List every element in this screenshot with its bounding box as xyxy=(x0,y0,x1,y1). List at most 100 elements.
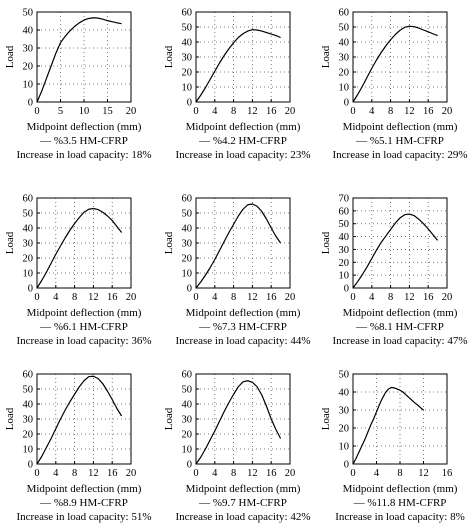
legend-entry: — %6.1 HM-CFRP xyxy=(39,321,128,333)
x-tick-label: 8 xyxy=(388,292,393,303)
y-axis-label: Load xyxy=(320,407,332,430)
y-tick-label: 0 xyxy=(28,98,33,109)
x-tick-label: 8 xyxy=(72,468,77,479)
grid xyxy=(353,374,447,464)
x-tick-label: 0 xyxy=(350,106,355,117)
y-tick-label: 0 xyxy=(344,460,349,471)
chart-panel: 0 4 8 12 16 20 0 10 20 30 40 50 60 Load Midpoint defle… xyxy=(4,194,152,348)
y-tick-label: 30 xyxy=(23,239,34,250)
y-tick-label: 0 xyxy=(28,460,33,471)
y-axis-label: Load xyxy=(4,407,16,430)
y-tick-label: 20 xyxy=(23,430,34,441)
y-tick-label: 30 xyxy=(339,406,350,417)
x-tick-label: 4 xyxy=(53,468,59,479)
legend-entry: — %3.5 HM-CFRP xyxy=(39,135,128,147)
chart-panel: 0 4 8 12 16 20 0 10 20 30 40 50 60 Load Midpoint defle… xyxy=(320,8,468,162)
plot-frame xyxy=(195,197,291,289)
x-tick-label: 8 xyxy=(231,468,236,479)
y-tick-label: 30 xyxy=(339,245,350,256)
chart-panel: 0 4 8 12 16 20 0 10 20 30 40 50 60 Load Midpoint defle… xyxy=(163,194,311,348)
x-tick-label: 12 xyxy=(404,292,415,303)
y-tick-label: 20 xyxy=(339,258,350,269)
x-tick-label: 12 xyxy=(88,468,99,479)
x-tick-label: 12 xyxy=(247,468,258,479)
y-tick-label: 10 xyxy=(182,445,193,456)
y-tick-label: 70 xyxy=(339,194,350,205)
y-axis-label: Load xyxy=(163,45,175,68)
x-tick-label: 8 xyxy=(72,292,77,303)
y-tick-label: 10 xyxy=(182,269,193,280)
x-tick-label: 12 xyxy=(88,292,99,303)
x-axis-label: Midpoint deflection (mm) xyxy=(27,307,142,319)
chart-panel: 0 4 8 12 16 0 10 20 30 40 50 Load Midpoint deflectio… xyxy=(320,370,465,523)
x-tick-label: 16 xyxy=(423,292,434,303)
series-line xyxy=(36,17,122,103)
x-tick-label: 8 xyxy=(231,292,236,303)
x-tick-label: 0 xyxy=(193,292,198,303)
y-tick-label: 50 xyxy=(339,370,350,381)
y-tick-label: 50 xyxy=(339,219,350,230)
series-line xyxy=(352,213,439,289)
x-tick-label: 0 xyxy=(350,292,355,303)
y-tick-label: 40 xyxy=(339,38,350,49)
series-line xyxy=(352,386,424,465)
caption-text: Increase in load capacity: 47% xyxy=(333,335,468,347)
y-tick-label: 30 xyxy=(182,239,193,250)
series-line xyxy=(195,29,281,103)
y-tick-label: 10 xyxy=(23,269,34,280)
x-tick-label: 0 xyxy=(193,106,198,117)
x-axis-label: Midpoint deflection (mm) xyxy=(186,121,301,133)
y-tick-label: 10 xyxy=(339,271,350,282)
plot-frame xyxy=(352,11,448,103)
x-axis-label: Midpoint deflection (mm) xyxy=(186,307,301,319)
y-tick-label: 50 xyxy=(182,385,193,396)
y-tick-label: 60 xyxy=(23,370,34,381)
x-tick-label: 5 xyxy=(58,106,63,117)
x-tick-label: 20 xyxy=(285,468,296,479)
x-tick-label: 8 xyxy=(231,106,236,117)
y-tick-label: 20 xyxy=(23,62,34,73)
y-tick-label: 10 xyxy=(23,445,34,456)
y-tick-label: 20 xyxy=(182,68,193,79)
x-tick-label: 8 xyxy=(388,106,393,117)
legend-entry: — %5.1 HM-CFRP xyxy=(355,135,444,147)
y-tick-label: 50 xyxy=(23,8,34,19)
y-tick-label: 0 xyxy=(187,460,192,471)
x-axis-label: Midpoint deflection (mm) xyxy=(27,483,142,495)
y-tick-label: 20 xyxy=(339,424,350,435)
grid xyxy=(37,12,131,102)
y-tick-label: 60 xyxy=(339,206,350,217)
y-tick-label: 40 xyxy=(23,400,34,411)
legend-entry: — %8.9 HM-CFRP xyxy=(39,497,128,509)
x-axis-label: Midpoint deflection (mm) xyxy=(343,483,458,495)
x-tick-label: 16 xyxy=(107,468,118,479)
plot-frame xyxy=(36,373,132,465)
y-tick-label: 20 xyxy=(339,68,350,79)
caption-text: Increase in load capacity: 8% xyxy=(335,511,465,523)
x-tick-label: 0 xyxy=(193,468,198,479)
y-tick-label: 0 xyxy=(344,284,349,295)
y-tick-label: 30 xyxy=(182,53,193,64)
y-axis-label: Load xyxy=(4,45,16,68)
y-tick-label: 60 xyxy=(339,8,350,19)
chart-panel: 0 4 8 12 16 20 0 10 20 30 40 50 60 Load Midpoint defle… xyxy=(163,8,311,162)
x-axis-label: Midpoint deflection (mm) xyxy=(186,483,301,495)
y-tick-label: 0 xyxy=(28,284,33,295)
grid xyxy=(196,374,290,464)
x-tick-label: 12 xyxy=(247,292,258,303)
y-tick-label: 50 xyxy=(182,209,193,220)
legend-entry: — %8.1 HM-CFRP xyxy=(355,321,444,333)
y-axis-label: Load xyxy=(163,407,175,430)
y-axis-label: Load xyxy=(320,231,332,254)
series-line xyxy=(195,380,282,465)
y-tick-label: 30 xyxy=(182,415,193,426)
x-tick-label: 12 xyxy=(247,106,258,117)
y-axis-label: Load xyxy=(320,45,332,68)
x-tick-label: 16 xyxy=(266,106,277,117)
y-tick-label: 30 xyxy=(23,415,34,426)
series-line xyxy=(195,203,282,289)
plot-frame xyxy=(195,373,291,465)
x-tick-label: 16 xyxy=(266,468,277,479)
y-tick-label: 60 xyxy=(182,370,193,381)
x-tick-label: 20 xyxy=(126,468,137,479)
